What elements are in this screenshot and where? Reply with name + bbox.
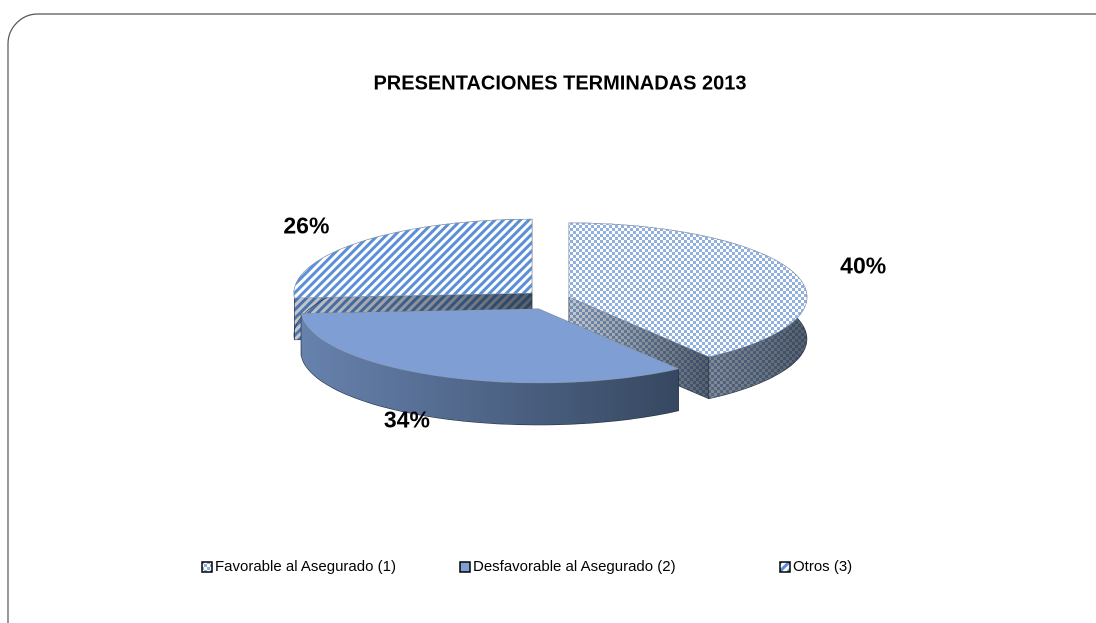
legend-label: Favorable al Asegurado (1): [215, 558, 396, 575]
data-label: 34%: [384, 406, 430, 432]
legend-label: Otros (3): [793, 558, 852, 575]
data-label: 26%: [283, 212, 329, 238]
data-label: 40%: [840, 252, 886, 278]
legend-swatch: [201, 561, 213, 573]
legend-label: Desfavorable al Asegurado (2): [473, 558, 676, 575]
slice: [300, 308, 680, 384]
chart-title: PRESENTACIONES TERMINADAS 2013: [373, 72, 746, 94]
legend: Favorable al Asegurado (1) Desfavorable a…: [201, 558, 852, 575]
pie: 40% 34% 26%: [283, 212, 886, 432]
slice: [568, 222, 808, 358]
legend-swatch: [779, 561, 791, 573]
slice-side-shade: [301, 313, 679, 425]
legend-swatch: [459, 561, 471, 573]
slice: [293, 218, 533, 299]
